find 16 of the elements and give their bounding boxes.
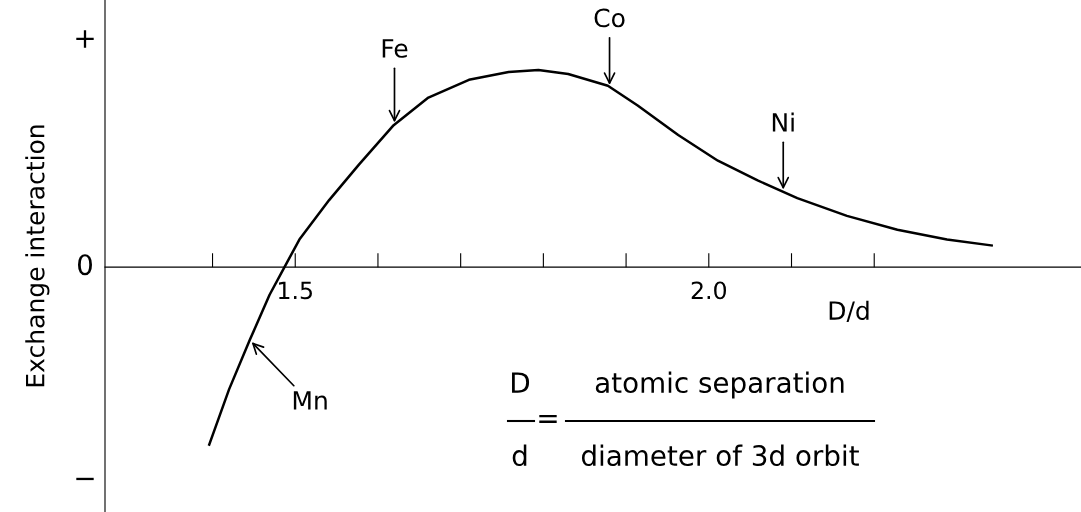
annotation: Ni bbox=[772, 112, 794, 132]
annotation: diameter of 3d orbit bbox=[581, 444, 859, 467]
text: 0 bbox=[77, 254, 92, 276]
x-tick-label: 2.0 bbox=[691, 281, 726, 300]
annotation: d bbox=[512, 444, 527, 467]
text: − bbox=[76, 477, 94, 481]
y-axis-title: Exchange interaction bbox=[25, 125, 50, 387]
annotation: Mn bbox=[293, 391, 327, 410]
x-axis-title: D/d bbox=[829, 300, 869, 322]
text: + bbox=[76, 30, 94, 48]
annotation: Fe bbox=[382, 39, 408, 58]
annotation: D bbox=[512, 372, 530, 393]
annotation: = bbox=[539, 415, 557, 423]
annotation: Co bbox=[594, 8, 625, 28]
x-tick-label: 1.5 bbox=[279, 281, 312, 300]
annotation: atomic separation bbox=[595, 371, 844, 399]
